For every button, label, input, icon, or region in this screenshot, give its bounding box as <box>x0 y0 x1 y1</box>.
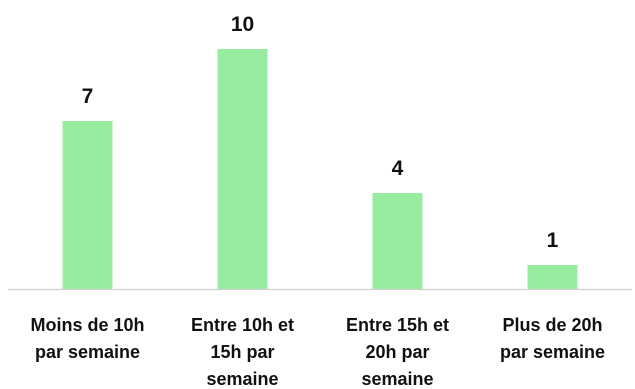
category-label-line: semaine <box>206 369 278 389</box>
category-label-line: Moins de 10h <box>30 315 144 335</box>
category-label-line: Entre 10h et <box>191 315 294 335</box>
value-labels-group: 7 10 4 1 <box>82 13 559 252</box>
category-label-line: 15h par <box>210 342 274 362</box>
category-label-line: Plus de 20h <box>502 315 602 335</box>
category-label-3: Entre 15h et 20h par semaine <box>346 315 449 389</box>
category-label-1: Moins de 10h par semaine <box>30 315 144 362</box>
bar-1 <box>62 121 113 289</box>
category-label-4: Plus de 20h par semaine <box>500 315 605 362</box>
category-label-2: Entre 10h et 15h par semaine <box>191 315 294 389</box>
category-label-line: par semaine <box>35 342 140 362</box>
bar-3 <box>372 193 423 289</box>
category-label-line: semaine <box>361 369 433 389</box>
bar-4 <box>527 265 578 289</box>
bar-2 <box>217 49 268 289</box>
data-label-1: 7 <box>82 85 94 108</box>
category-label-line: Entre 15h et <box>346 315 449 335</box>
bars-group <box>62 49 578 289</box>
category-label-line: par semaine <box>500 342 605 362</box>
data-label-3: 4 <box>392 157 404 180</box>
category-labels-group: Moins de 10h par semaine Entre 10h et 15h p… <box>30 315 605 389</box>
data-label-2: 10 <box>231 13 254 36</box>
category-label-line: 20h par <box>365 342 429 362</box>
data-label-4: 1 <box>547 229 559 252</box>
